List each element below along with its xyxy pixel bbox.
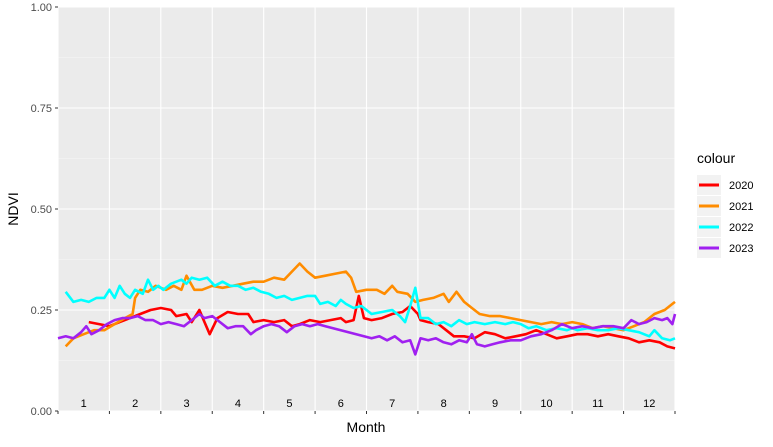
legend-label-2020: 2020 [729,180,753,192]
month-label: 3 [183,398,189,410]
y-tick-label: 0.75 [31,103,52,115]
month-labels: 1 2 3 4 5 6 7 8 9 10 11 12 [81,398,656,410]
y-tick-label: 1.00 [31,2,52,14]
series-lines [57,262,677,356]
x-axis [57,411,676,414]
month-label: 1 [81,398,87,410]
month-label: 9 [492,398,498,410]
legend-label-2022: 2022 [729,222,753,234]
month-label: 5 [286,398,292,410]
legend: colour 2020 2021 2022 2023 [697,150,753,258]
y-tick-label: 0.00 [31,406,52,418]
y-axis-title: NDVI [5,192,21,225]
y-tick-label: 0.25 [31,305,52,317]
month-label: 6 [338,398,344,410]
month-label: 4 [235,398,241,410]
month-label: 7 [389,398,395,410]
month-label: 10 [540,398,552,410]
y-tick-label: 0.50 [31,204,52,216]
legend-label-2021: 2021 [729,201,753,213]
series-line-2023 [57,312,677,356]
month-label: 11 [592,398,603,410]
month-label: 12 [643,398,655,410]
y-axis: 0.00 0.25 0.50 0.75 1.00 [31,2,58,418]
legend-label-2023: 2023 [729,243,753,255]
series-line-2022 [64,276,676,342]
month-label: 2 [132,398,138,410]
month-label: 8 [441,398,447,410]
x-axis-title: Month [347,419,386,435]
legend-title: colour [697,150,735,166]
